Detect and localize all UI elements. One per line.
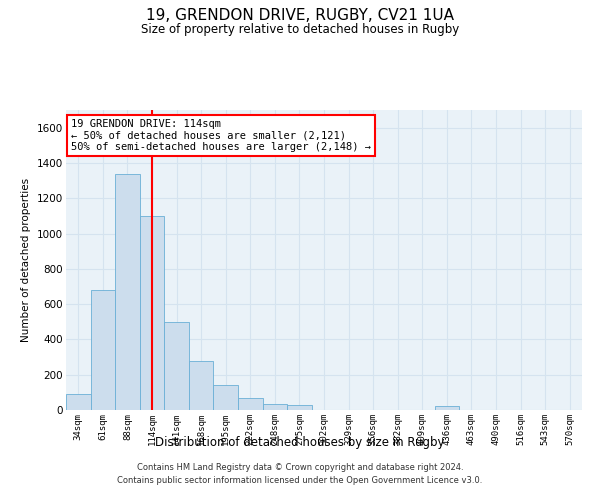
Text: Contains HM Land Registry data © Crown copyright and database right 2024.: Contains HM Land Registry data © Crown c… [137,464,463,472]
Bar [287,404,312,410]
Bar [66,394,91,410]
Bar [164,322,189,410]
Text: 19 GRENDON DRIVE: 114sqm
← 50% of detached houses are smaller (2,121)
50% of sem: 19 GRENDON DRIVE: 114sqm ← 50% of detach… [71,119,371,152]
Bar [214,386,238,410]
Bar [434,406,459,410]
Bar [263,404,287,410]
Text: Contains public sector information licensed under the Open Government Licence v3: Contains public sector information licen… [118,476,482,485]
Bar [189,362,214,410]
Y-axis label: Number of detached properties: Number of detached properties [22,178,31,342]
Bar [238,398,263,410]
Bar [115,174,140,410]
Text: Size of property relative to detached houses in Rugby: Size of property relative to detached ho… [141,22,459,36]
Text: 19, GRENDON DRIVE, RUGBY, CV21 1UA: 19, GRENDON DRIVE, RUGBY, CV21 1UA [146,8,454,22]
Bar [91,290,115,410]
Text: Distribution of detached houses by size in Rugby: Distribution of detached houses by size … [155,436,445,449]
Bar [140,216,164,410]
